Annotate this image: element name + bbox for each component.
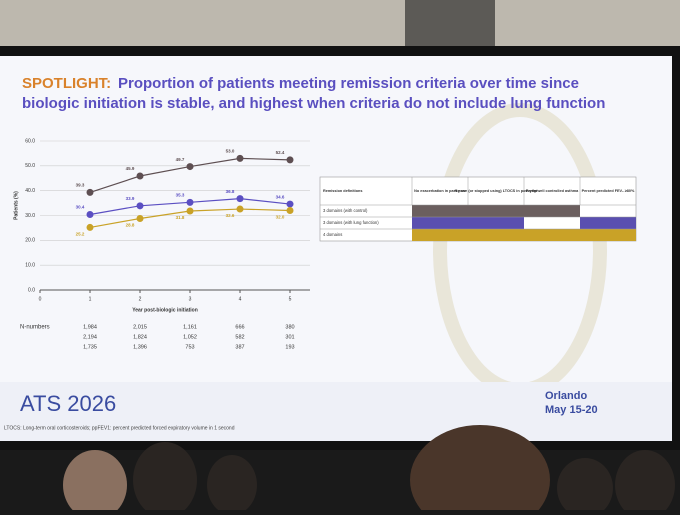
data-point xyxy=(186,198,194,206)
n-number: 582 xyxy=(235,334,244,340)
data-point xyxy=(136,202,144,210)
data-point xyxy=(286,156,294,164)
title: biologic initiation is stable, and highe… xyxy=(22,95,605,112)
x-tick-label: 5 xyxy=(289,296,292,302)
n-number: 1,396 xyxy=(133,344,147,350)
data-point xyxy=(186,207,194,215)
data-point xyxy=(136,214,144,222)
data-point xyxy=(186,163,194,171)
data-label: 39.3 xyxy=(76,183,85,188)
y-axis-label: Patients (%) xyxy=(13,191,19,220)
n-number: 1,735 xyxy=(83,344,97,350)
data-point xyxy=(286,200,294,208)
x-axis-label: Year post-biologic initiation xyxy=(132,307,198,313)
data-point xyxy=(236,205,244,213)
head xyxy=(615,450,675,515)
y-tick-label: 40.0 xyxy=(25,188,35,194)
n-number: 2,194 xyxy=(83,334,97,340)
head xyxy=(63,450,127,515)
n-number: 301 xyxy=(285,334,294,340)
data-label: 45.9 xyxy=(126,166,135,171)
data-point xyxy=(286,207,294,215)
data-label: 32.0 xyxy=(276,215,285,220)
n-number: 1,161 xyxy=(183,324,197,330)
logo: ATS 2026 xyxy=(20,391,116,416)
data-label: 49.7 xyxy=(176,157,185,162)
cell-fill xyxy=(412,205,524,217)
x-tick-label: 4 xyxy=(239,296,242,302)
head xyxy=(133,442,197,515)
data-point xyxy=(86,211,94,219)
y-tick-label: 60.0 xyxy=(25,138,35,144)
n-number: 380 xyxy=(285,324,294,330)
data-label: 28.8 xyxy=(126,223,135,228)
wall xyxy=(0,0,680,50)
n-numbers-label: N-numbers xyxy=(20,325,50,331)
cell-fill xyxy=(412,229,636,241)
head xyxy=(410,425,550,515)
data-label: 34.6 xyxy=(276,194,285,199)
y-tick-label: 20.0 xyxy=(25,238,35,244)
n-number: 1,984 xyxy=(83,324,97,330)
table-header: No use (or stopped using) LTOCS in past … xyxy=(455,189,538,193)
data-label: 30.4 xyxy=(76,205,85,210)
y-tick-label: 30.0 xyxy=(25,213,35,219)
title: Proportion of patients meeting remission… xyxy=(118,75,579,92)
n-number: 2,015 xyxy=(133,324,147,330)
n-number: 193 xyxy=(285,344,294,350)
data-point xyxy=(86,188,94,196)
x-tick-label: 0 xyxy=(39,296,42,302)
data-label: 35.3 xyxy=(176,193,185,198)
n-number: 387 xyxy=(235,344,244,350)
pillar xyxy=(405,0,495,52)
table-header: No exacerbation in past year xyxy=(414,189,466,193)
data-label: 33.9 xyxy=(126,196,135,201)
audience xyxy=(63,425,675,515)
cell-fill xyxy=(524,205,580,217)
footnote: LTOCS: Long-term oral corticosteroids; p… xyxy=(4,425,235,431)
x-tick-label: 2 xyxy=(139,296,142,302)
y-tick-label: 50.0 xyxy=(25,163,35,169)
slide-footer xyxy=(0,382,672,441)
x-tick-label: 3 xyxy=(189,296,192,302)
table-header: Partly/well controlled asthma xyxy=(526,189,579,193)
n-number: 753 xyxy=(185,344,194,350)
data-point xyxy=(136,172,144,180)
definitions-table: Remission definitions No exacerbation in … xyxy=(319,176,637,242)
data-label: 25.2 xyxy=(76,232,85,237)
city: Orlando xyxy=(545,390,587,402)
table-header: Percent predicted FEV₁ ≥80% xyxy=(582,189,635,193)
data-label: 53.0 xyxy=(226,149,235,154)
data-label: 36.8 xyxy=(226,189,235,194)
cell-fill xyxy=(580,217,636,229)
y-tick-label: 0.0 xyxy=(28,287,35,293)
data-point xyxy=(86,223,94,231)
row-label: 4 domains xyxy=(323,232,342,237)
n-number: 1,824 xyxy=(133,334,147,340)
data-label: 32.6 xyxy=(226,213,235,218)
head xyxy=(207,455,257,515)
row-label: 3 domains (with lung function) xyxy=(323,220,379,225)
title-lead: SPOTLIGHT: xyxy=(22,75,111,92)
data-label: 52.4 xyxy=(276,150,285,155)
row-label: 3 domains (with control) xyxy=(323,208,368,213)
data-label: 31.8 xyxy=(176,215,185,220)
y-tick-label: 10.0 xyxy=(25,262,35,268)
n-number: 666 xyxy=(235,324,244,330)
table-header: Remission definitions xyxy=(323,189,362,193)
head xyxy=(557,458,613,515)
cell-fill xyxy=(412,217,524,229)
dates: May 15-20 xyxy=(545,404,598,416)
data-point xyxy=(236,195,244,203)
x-tick-label: 1 xyxy=(89,296,92,302)
data-point xyxy=(236,154,244,162)
n-number: 1,052 xyxy=(183,334,197,340)
